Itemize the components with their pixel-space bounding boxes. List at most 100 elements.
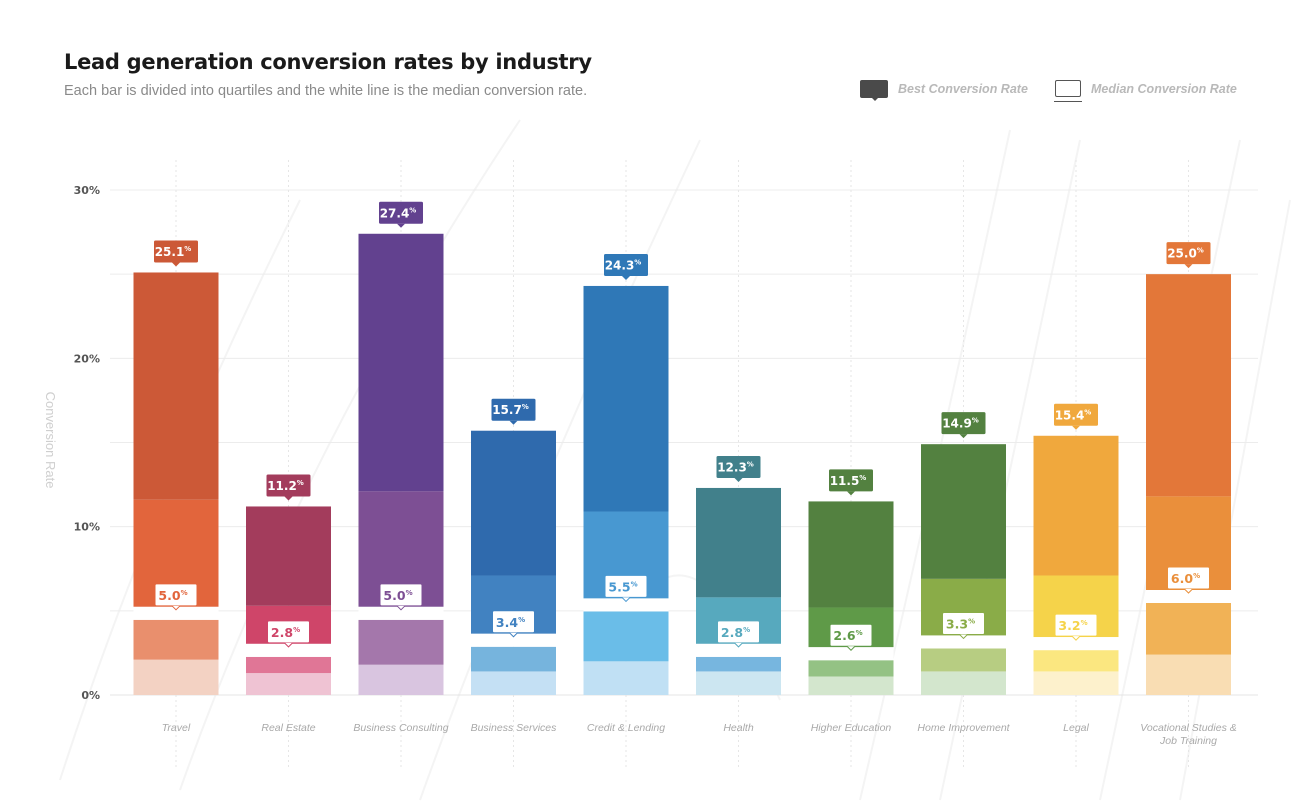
x-tick-label: Real Estate: [261, 722, 315, 734]
x-tick-label: Health: [723, 722, 754, 734]
median-line: [808, 647, 894, 661]
best-label-box: [1054, 403, 1098, 426]
bar-segment-q2: [808, 660, 894, 677]
legend-item-median: Median Conversion Rate: [1054, 80, 1237, 102]
bar-segment-q2: [133, 619, 219, 660]
bar-segment-q1: [921, 671, 1006, 695]
best-label-pointer: [959, 434, 968, 439]
x-tick-label-line: Job Training: [1159, 735, 1217, 747]
percent-sign: %: [972, 417, 979, 425]
bar-segment-q2: [1146, 603, 1231, 655]
bar-segment-q2: [583, 611, 669, 662]
median-label-text: 2.8%: [721, 625, 750, 640]
median-label-pointer: [846, 645, 856, 651]
y-tick-label: 10%: [74, 521, 100, 534]
median-line: [921, 635, 1006, 649]
median-line: [696, 643, 781, 657]
percent-sign: %: [856, 629, 863, 637]
median-line: [133, 606, 219, 620]
bar-segment-q4: [696, 487, 781, 598]
best-label-box: [379, 201, 423, 224]
best-label-pointer: [172, 262, 180, 267]
median-label-pointer: [396, 605, 406, 611]
bar-segment-q4: [921, 444, 1006, 579]
bar-segment-q2: [246, 656, 331, 674]
bar-group: 12.3% 2.8%: [696, 455, 781, 695]
median-label-pointer: [959, 634, 968, 640]
median-label-text: 3.4%: [496, 615, 525, 630]
bar-group: 11.2% 2.8%: [246, 474, 331, 695]
bar-segment-q4: [133, 272, 219, 500]
percent-sign: %: [409, 206, 416, 214]
bar-segment-q4: [358, 233, 444, 492]
bar-segment-q4: [1033, 435, 1119, 576]
outline-callout-icon: [1054, 80, 1082, 102]
median-label-text: 5.0%: [158, 588, 187, 603]
bar-group: 25.0% 6.0%: [1146, 242, 1231, 695]
best-label-pointer: [1072, 425, 1080, 430]
best-label-pointer: [509, 420, 518, 425]
best-label-box: [154, 240, 198, 263]
best-label-box: [716, 455, 761, 478]
best-label-text: 11.5%: [830, 474, 867, 488]
best-label-pointer: [847, 491, 855, 496]
x-tick-label: Travel: [162, 722, 191, 734]
best-label-box: [941, 412, 986, 435]
percent-sign: %: [184, 245, 191, 253]
bar-segment-q2: [358, 619, 444, 665]
percent-sign: %: [1084, 408, 1091, 416]
x-tick-label: Business Consulting: [353, 722, 448, 734]
median-label-text: 5.5%: [608, 579, 637, 594]
median-label-text: 3.2%: [1058, 618, 1087, 633]
best-label-box: [491, 398, 536, 421]
bar-segment-q4: [583, 285, 669, 512]
percent-sign: %: [297, 479, 304, 487]
filled-callout-icon: [860, 80, 888, 101]
best-label-pointer: [1184, 264, 1193, 269]
percent-sign: %: [634, 258, 641, 266]
legend-label-best: Best Conversion Rate: [898, 82, 1028, 96]
bar-group: 25.1% 5.0%: [133, 240, 219, 695]
legend-item-best: Best Conversion Rate: [860, 80, 1028, 101]
best-label-box: [829, 469, 873, 492]
best-label-text: 24.3%: [605, 258, 642, 272]
percent-sign: %: [859, 474, 866, 482]
percent-sign: %: [1193, 572, 1200, 580]
bar-segment-q1: [471, 671, 556, 695]
percent-sign: %: [631, 580, 638, 588]
median-line: [246, 643, 331, 657]
best-label-text: 25.1%: [155, 245, 192, 259]
x-tick-label: Business Services: [471, 722, 558, 734]
bar-group: 15.4% 3.2%: [1033, 403, 1119, 695]
best-label-text: 15.7%: [492, 403, 529, 417]
bar-group: 27.4% 5.0%: [358, 201, 444, 695]
best-label-box: [266, 474, 311, 497]
x-tick-label-line: Vocational Studies &: [1140, 722, 1237, 734]
percent-sign: %: [747, 460, 754, 468]
median-label-text: 3.3%: [946, 616, 975, 631]
y-tick-label: 0%: [81, 689, 100, 702]
bar-segment-q1: [808, 676, 894, 695]
best-label-text: 12.3%: [717, 460, 754, 474]
percent-sign: %: [1197, 247, 1204, 255]
x-axis: Travel Real Estate Business Consulting Busi…: [162, 722, 1237, 747]
x-tick-label: Credit & Lending: [587, 722, 665, 734]
best-label-box: [604, 253, 648, 276]
best-label-text: 15.4%: [1055, 408, 1092, 422]
median-label-text: 6.0%: [1171, 571, 1200, 586]
median-label-text: 2.6%: [833, 628, 862, 643]
median-line: [358, 606, 444, 620]
median-label-pointer: [509, 632, 518, 638]
bar-segment-q2: [1033, 650, 1119, 672]
bar-segment-q1: [133, 659, 219, 695]
best-label-pointer: [622, 275, 630, 280]
best-label-pointer: [284, 496, 293, 501]
percent-sign: %: [743, 626, 750, 634]
x-tick-label: Higher Education: [811, 722, 892, 734]
bar-segment-q4: [808, 501, 894, 608]
percent-sign: %: [293, 626, 300, 634]
bar-segment-q2: [471, 646, 556, 672]
best-label-text: 25.0%: [1167, 247, 1204, 261]
percent-sign: %: [518, 616, 525, 624]
